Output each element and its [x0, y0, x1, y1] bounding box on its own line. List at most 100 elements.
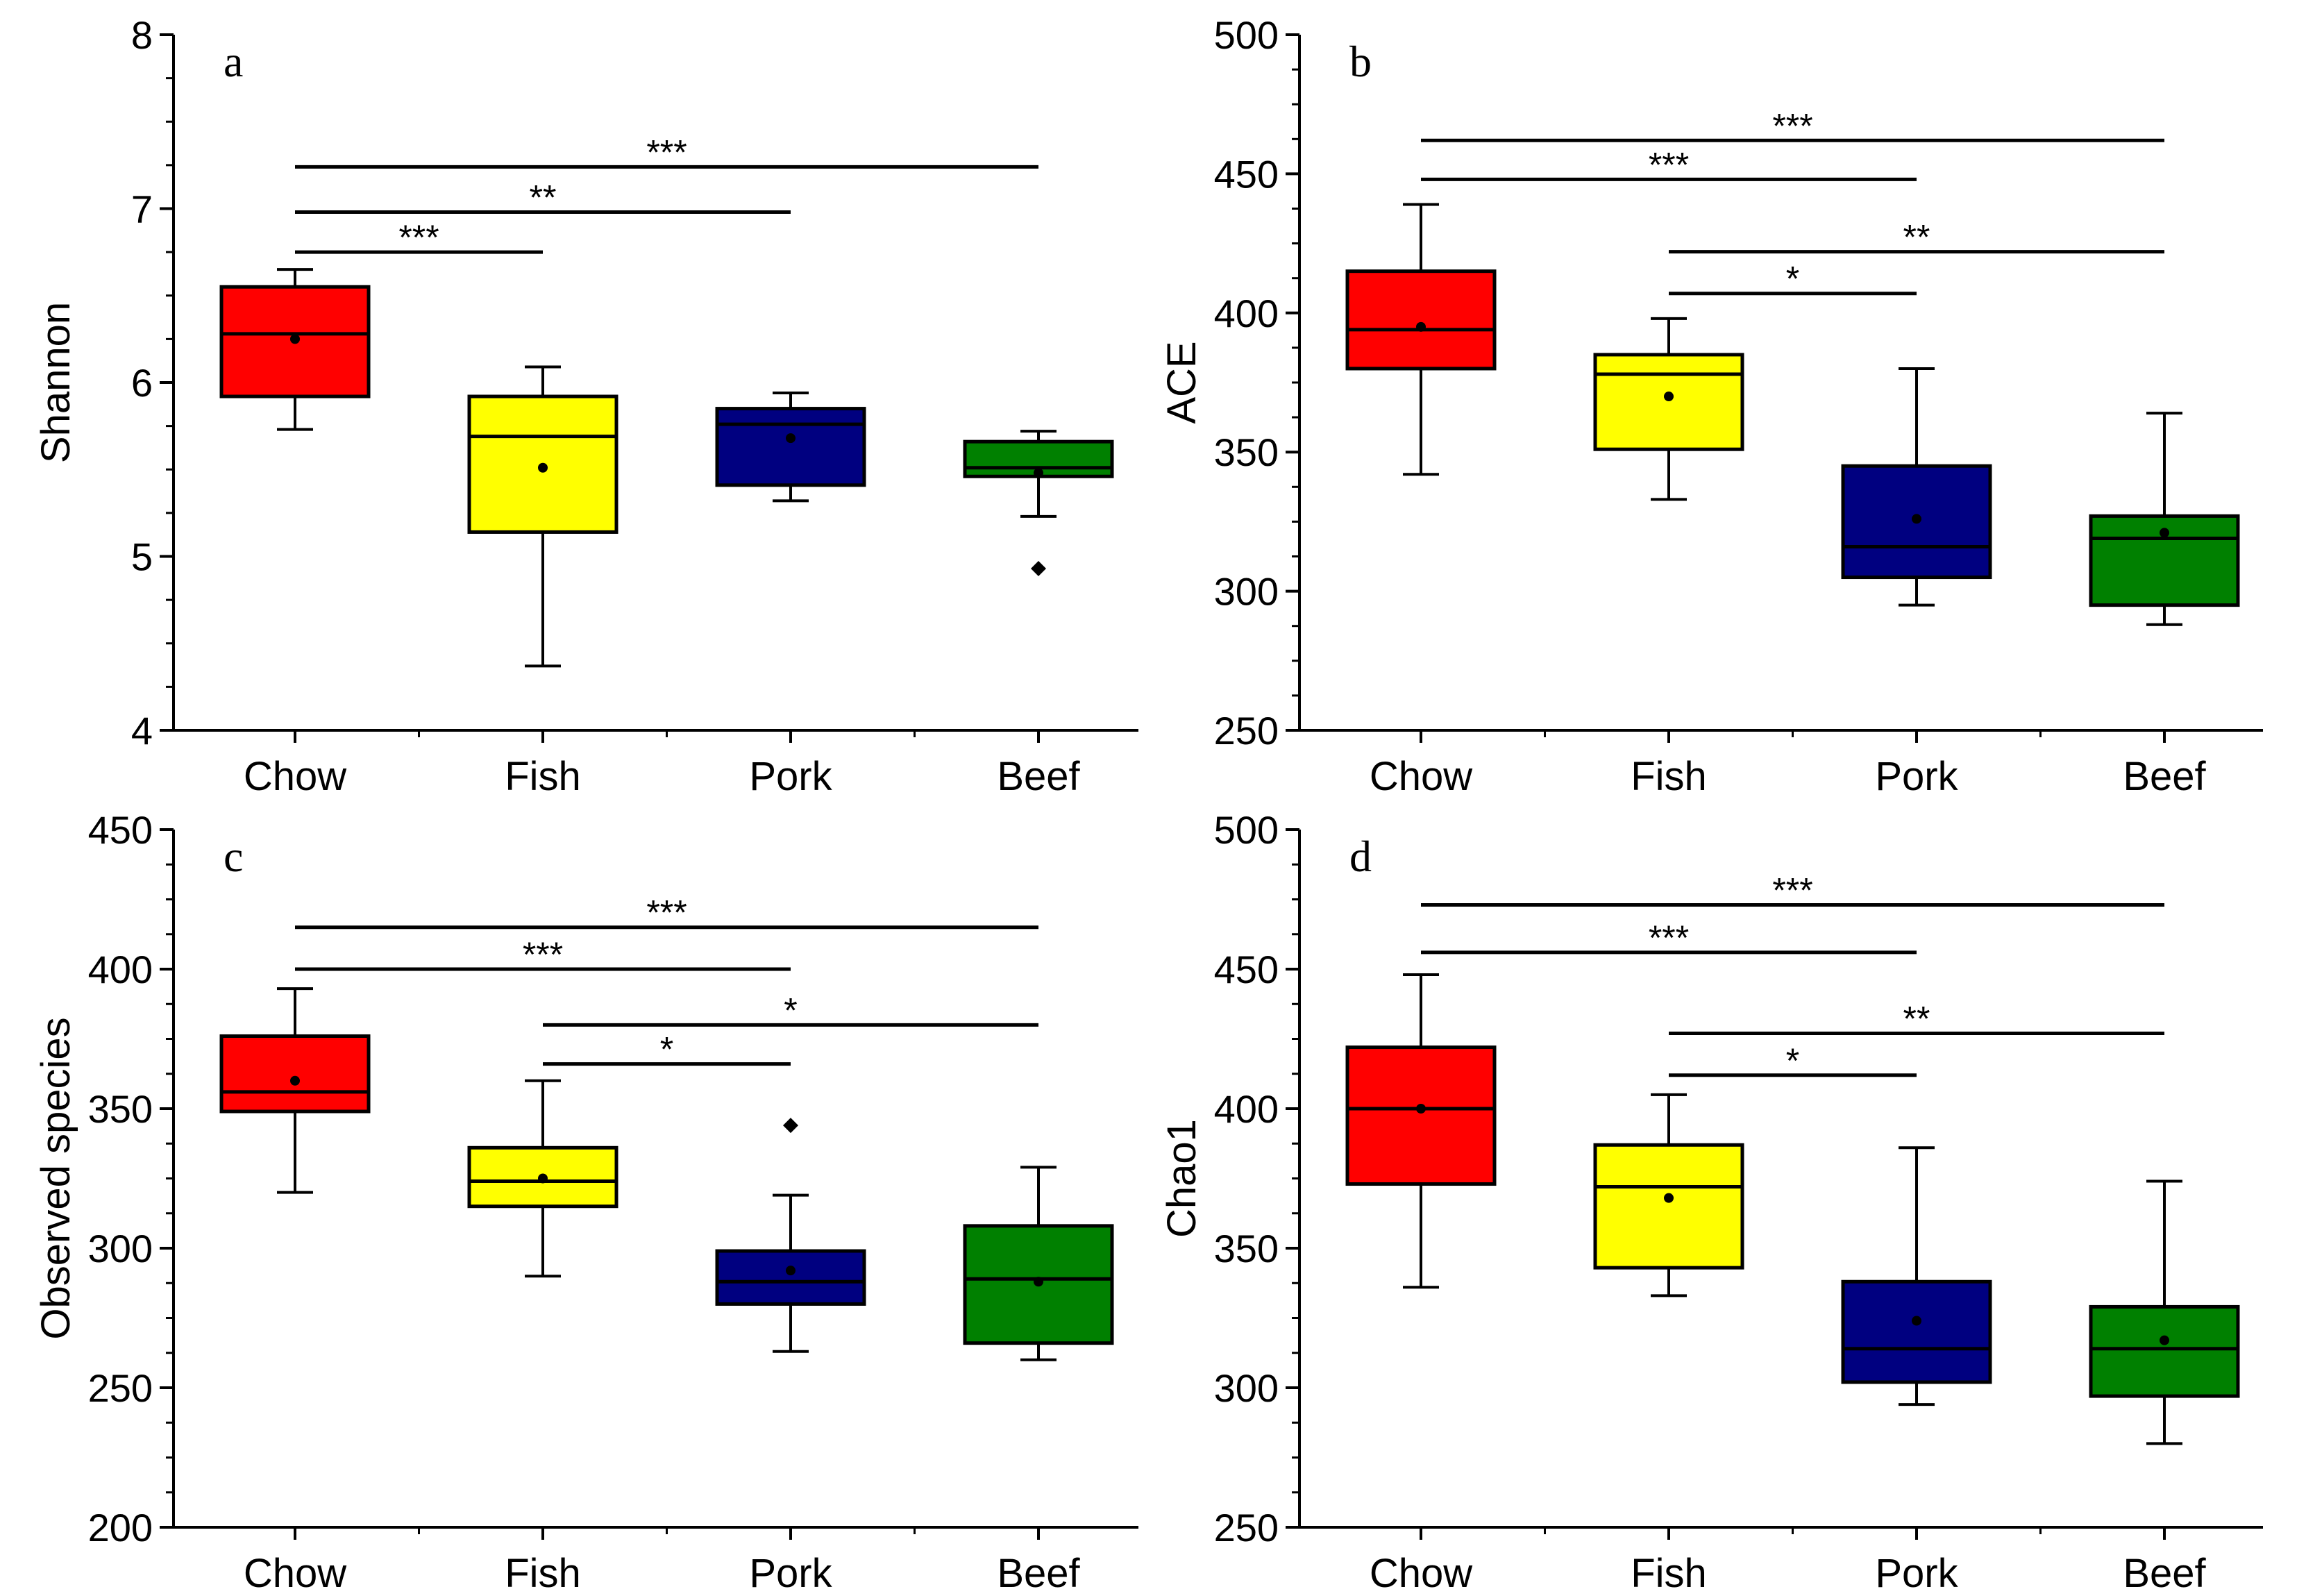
significance-label: *** — [523, 935, 563, 974]
y-axis-label: Observed species — [33, 1017, 78, 1339]
y-tick-label: 400 — [1214, 292, 1279, 335]
x-tick-label-pork: Pork — [1875, 754, 1958, 799]
box-beef — [963, 430, 1114, 577]
box-iqr — [715, 407, 866, 487]
significance-label: *** — [1772, 871, 1812, 910]
significance-label: *** — [398, 218, 439, 257]
y-axis-label: ACE — [1159, 341, 1204, 423]
box-iqr — [2089, 1304, 2240, 1398]
y-tick-label: 400 — [1214, 1087, 1279, 1131]
panel-letter: c — [224, 832, 243, 881]
box-iqr — [1593, 1143, 1744, 1270]
significance-label: ** — [530, 178, 557, 217]
box-beef — [2089, 1179, 2240, 1445]
y-tick-label: 8 — [131, 13, 153, 57]
significance-label: * — [784, 991, 797, 1030]
panel-c: 200 250 300 350 400 450 Chow Fish Pork Beef Observ… — [33, 808, 1138, 1596]
mean-marker — [1912, 514, 1921, 524]
significance-label: *** — [1649, 918, 1689, 957]
y-axis-label: Shannon — [33, 302, 78, 463]
significance-label: *** — [1772, 106, 1812, 145]
mean-marker — [538, 462, 548, 473]
x-tick-label-pork: Pork — [749, 754, 832, 799]
x-tick-label-fish: Fish — [505, 1551, 581, 1596]
box-fish — [1593, 317, 1744, 501]
y-tick-label: 5 — [131, 535, 153, 579]
box-iqr — [1345, 269, 1497, 371]
box-iqr — [1841, 1279, 1992, 1384]
box-iqr — [219, 1034, 371, 1114]
y-tick-label: 500 — [1214, 808, 1279, 852]
y-axis-label: Chao1 — [1159, 1119, 1204, 1238]
significance-label: ** — [1903, 218, 1930, 257]
outlier-marker — [1031, 561, 1046, 577]
mean-marker — [1034, 1277, 1043, 1287]
mean-marker — [2160, 1335, 2169, 1345]
box-iqr — [715, 1249, 866, 1306]
box-pork — [715, 1118, 866, 1353]
x-tick-label-fish: Fish — [505, 754, 581, 799]
x-tick-label-chow: Chow — [1370, 754, 1473, 799]
mean-marker — [1912, 1316, 1921, 1326]
significance-label: *** — [646, 133, 687, 171]
y-tick-label: 300 — [88, 1227, 153, 1270]
mean-marker — [786, 433, 796, 444]
panel-d: 250 300 350 400 450 500 Chow Fish Pork Beef Chao1 d… — [1159, 808, 2263, 1596]
box-iqr — [1593, 353, 1744, 451]
box-pork — [1841, 367, 1992, 607]
panel-letter: d — [1349, 832, 1372, 881]
mean-marker — [1416, 321, 1426, 332]
box-iqr — [1345, 1045, 1497, 1186]
outlier-marker — [783, 1118, 798, 1134]
panel-letter: b — [1349, 37, 1372, 86]
box-beef — [2089, 412, 2240, 626]
y-tick-label: 250 — [1214, 709, 1279, 753]
y-tick-label: 200 — [88, 1506, 153, 1549]
mean-marker — [786, 1266, 796, 1276]
mean-marker — [2160, 528, 2169, 538]
significance-label: * — [660, 1030, 673, 1069]
x-tick-label-pork: Pork — [749, 1551, 832, 1596]
y-tick-label: 350 — [88, 1087, 153, 1131]
box-pork — [1841, 1146, 1992, 1406]
x-tick-label-fish: Fish — [1631, 754, 1707, 799]
y-tick-label: 6 — [131, 361, 153, 405]
box-chow — [219, 987, 371, 1194]
box-fish — [467, 365, 618, 668]
mean-marker — [1416, 1104, 1426, 1114]
y-tick-label: 4 — [131, 709, 153, 753]
box-pork — [715, 392, 866, 503]
y-tick-label: 500 — [1214, 13, 1279, 57]
box-chow — [1345, 203, 1497, 476]
x-tick-label-beef: Beef — [2123, 1551, 2206, 1596]
mean-marker — [1034, 468, 1043, 478]
y-tick-label: 450 — [88, 808, 153, 852]
mean-marker — [290, 334, 300, 344]
y-tick-label: 250 — [1214, 1506, 1279, 1549]
panel-letter: a — [224, 37, 243, 86]
mean-marker — [1664, 392, 1674, 402]
y-tick-label: 7 — [131, 187, 153, 231]
box-chow — [1345, 973, 1497, 1289]
box-iqr — [2089, 514, 2240, 607]
y-tick-label: 250 — [88, 1366, 153, 1410]
mean-marker — [1664, 1193, 1674, 1203]
y-tick-label: 300 — [1214, 1366, 1279, 1410]
box-beef — [963, 1166, 1114, 1361]
x-tick-label-beef: Beef — [997, 1551, 1080, 1596]
x-tick-label-beef: Beef — [997, 754, 1080, 799]
mean-marker — [538, 1173, 548, 1184]
y-tick-label: 450 — [1214, 152, 1279, 196]
x-tick-label-chow: Chow — [244, 754, 347, 799]
significance-label: *** — [1649, 145, 1689, 184]
y-tick-label: 400 — [88, 948, 153, 991]
box-fish — [467, 1079, 618, 1278]
mean-marker — [290, 1075, 300, 1086]
x-tick-label-pork: Pork — [1875, 1551, 1958, 1596]
box-fish — [1593, 1093, 1744, 1297]
box-chow — [219, 268, 371, 431]
significance-label: * — [1786, 1041, 1799, 1080]
